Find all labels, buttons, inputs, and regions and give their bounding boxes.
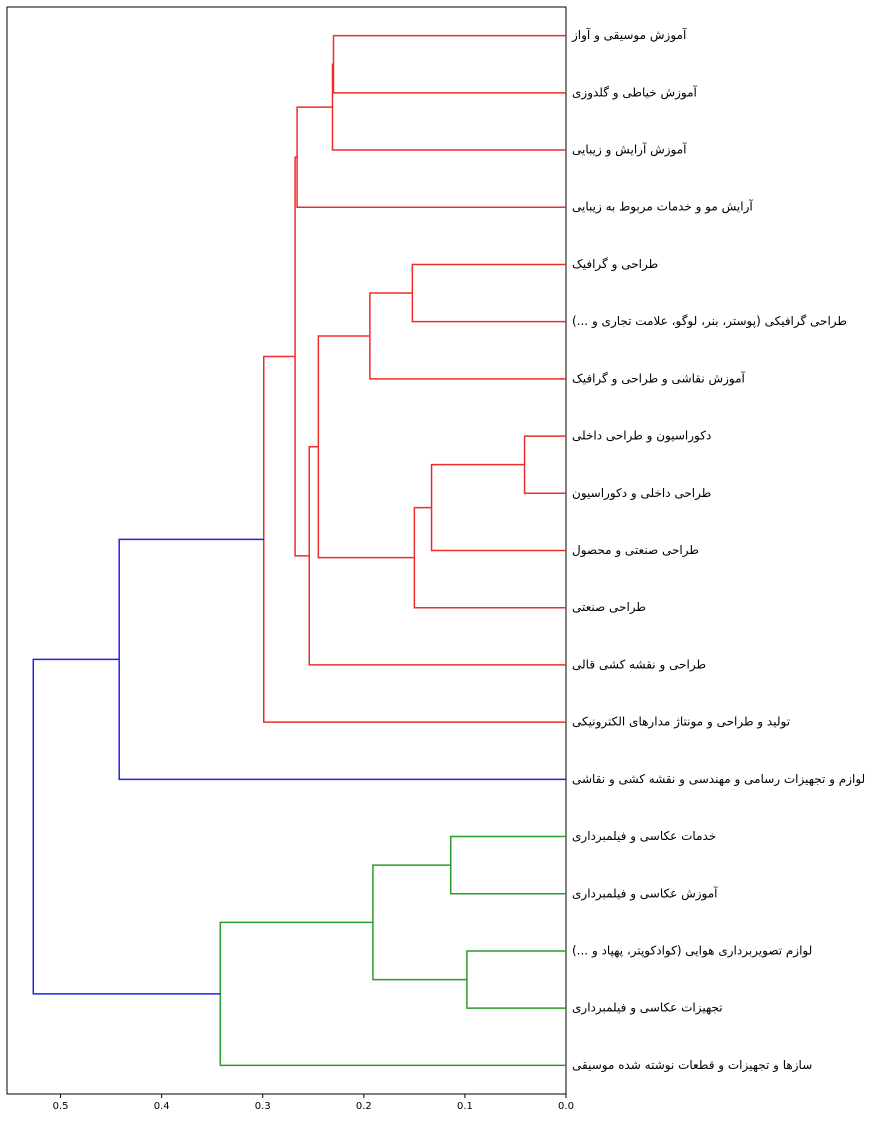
leaf-label: طراحی صنعتی و محصول — [572, 543, 699, 558]
leaf-label: طراحی داخلی و دکوراسیون — [572, 486, 711, 501]
dendrogram-link — [369, 292, 566, 380]
x-tick-label: 0.0 — [558, 1101, 574, 1112]
leaf-label: آموزش خیاطی و گلدوزی — [572, 84, 698, 100]
leaf-label: تجهیزات عکاسی و فیلمبرداری — [572, 1001, 723, 1016]
leaf-label: تولید و طراحی و مونتاژ مدارهای الکترونیک… — [572, 715, 790, 730]
dendrogram-link — [296, 106, 566, 208]
leaf-label: آموزش عکاسی و فیلمبرداری — [572, 885, 718, 901]
leaf-label: سازها و تجهیزات و قطعات نوشته شده موسیقی — [572, 1058, 812, 1073]
dendrogram-link — [219, 921, 566, 1067]
leaf-label: طراحی صنعتی — [572, 600, 646, 615]
dendrogram-link — [118, 538, 566, 781]
x-tick-label: 0.5 — [53, 1101, 69, 1112]
leaf-label: خدمات عکاسی و فیلمبرداری — [572, 829, 716, 844]
dendrogram-link — [32, 658, 221, 995]
leaf-label: آموزش آرایش و زیبایی — [572, 142, 687, 158]
dendrogram-link — [372, 864, 467, 981]
leaf-label: لوازم تصویربرداری هوایی (کوادکوپتر، پهپا… — [572, 943, 812, 958]
dendrogram-link — [332, 34, 566, 94]
leaf-label: طراحی و گرافیک — [572, 257, 658, 272]
x-tick-label: 0.3 — [255, 1101, 271, 1112]
dendrogram-link — [294, 156, 310, 557]
dendrogram-link — [317, 335, 415, 559]
x-tick-label: 0.2 — [356, 1101, 372, 1112]
dendrogram-link — [466, 950, 566, 1009]
dendrogram-link — [523, 435, 566, 495]
leaf-label: طراحی گرافیکی (پوستر، بنر، لوگو، علامت ت… — [572, 314, 847, 329]
leaf-label: آرایش مو و خدمات مربوط به زیبایی — [572, 199, 753, 215]
dendrogram-link — [430, 463, 566, 552]
dendrogram-link — [450, 835, 566, 895]
dendrogram-link — [263, 355, 566, 723]
leaf-label: لوازم و تجهیزات رسامی و مهندسی و نقشه کش… — [572, 772, 865, 787]
leaf-label: دکوراسیون و طراحی داخلی — [572, 429, 711, 444]
dendrogram-link — [331, 63, 566, 151]
leaf-label: طراحی و نقشه کشی قالی — [572, 657, 706, 672]
x-tick-label: 0.1 — [457, 1101, 473, 1112]
leaf-label: آموزش نقاشی و طراحی و گرافیک — [572, 370, 746, 386]
x-tick-label: 0.4 — [154, 1101, 170, 1112]
dendrogram-link — [411, 263, 566, 323]
dendrogram-link — [413, 506, 566, 609]
leaf-label: آموزش موسیقی و آواز — [571, 27, 687, 43]
dendrogram-link — [308, 446, 566, 666]
